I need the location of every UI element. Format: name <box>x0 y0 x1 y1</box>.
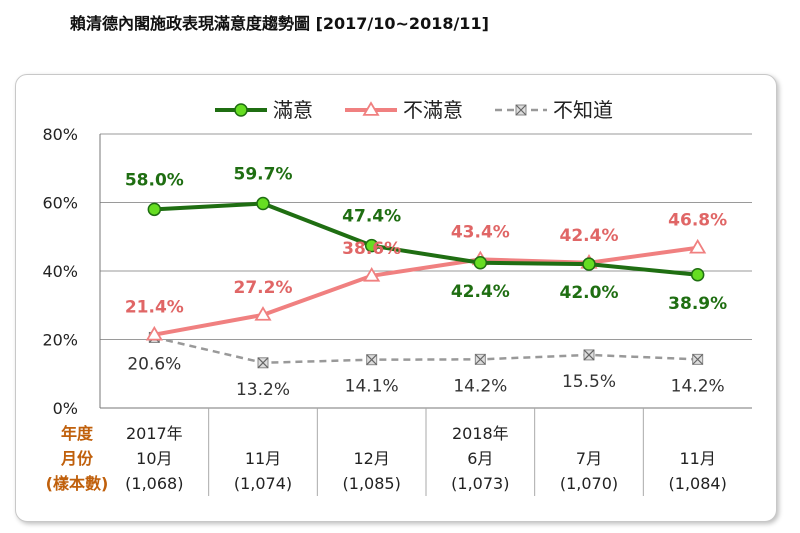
data-label: 42.4% <box>560 226 619 246</box>
x-tick-label: (1,084) <box>669 474 727 493</box>
x-tick-label: 7月 <box>576 449 602 468</box>
data-point-marker-cross <box>515 104 527 116</box>
data-point-marker <box>690 268 705 282</box>
data-point-marker <box>364 238 379 253</box>
data-point-marker <box>254 306 272 321</box>
data-label: 47.4% <box>342 207 401 227</box>
y-tick-label: 20% <box>42 331 78 350</box>
data-label: 27.2% <box>234 278 293 298</box>
x-tick-label: 11月 <box>245 449 281 468</box>
x-tick-label: (1,068) <box>125 474 183 493</box>
x-tick-label: 10月 <box>136 449 172 468</box>
legend: 滿意 不滿意 不知道 <box>215 98 613 122</box>
data-labels: 58.0% 59.7% 47.4% 42.4% 42.0% 38.9% 21.4% 27.2%… <box>125 165 727 400</box>
data-point-marker-cross <box>366 354 378 366</box>
series-group <box>145 196 707 369</box>
legend-label: 不滿意 <box>403 98 463 122</box>
data-label: 13.2% <box>236 380 290 400</box>
x-tick-label: (1,070) <box>560 474 618 493</box>
data-point-marker <box>256 196 270 211</box>
data-point-marker <box>362 101 380 116</box>
gridlines <box>99 133 752 496</box>
x-tick-label: (1,074) <box>234 474 292 493</box>
data-point-marker <box>145 325 163 341</box>
x-axis-ticks: 2017年 10月 (1,068) 11月 (1,074) 12月 (1,085) 2018年… <box>125 424 727 493</box>
y-tick-label: 0% <box>53 399 78 418</box>
data-label: 14.2% <box>671 376 725 396</box>
series-line <box>154 201 698 277</box>
data-label: 58.0% <box>125 170 184 190</box>
data-label: 42.4% <box>451 282 510 302</box>
axis-side-label: (樣本數) <box>46 474 109 493</box>
y-tick-label: 40% <box>42 262 78 281</box>
y-tick-label: 80% <box>42 125 78 144</box>
data-point-marker <box>234 103 248 117</box>
data-point-marker <box>473 256 488 270</box>
data-point-marker <box>147 202 162 217</box>
x-tick-label: 2018年 <box>452 424 509 443</box>
chart-frame <box>15 74 777 522</box>
legend-label: 滿意 <box>273 98 313 122</box>
data-label: 38.6% <box>342 239 401 259</box>
axis-side-label: 月份 <box>60 449 94 468</box>
legend-label: 不知道 <box>553 98 613 122</box>
data-label: 42.0% <box>560 283 619 303</box>
data-label: 14.2% <box>453 376 507 396</box>
data-point-marker-cross <box>692 353 704 365</box>
y-tick-label: 60% <box>42 194 78 213</box>
data-label: 14.1% <box>345 377 399 397</box>
data-point-marker-cross <box>257 357 269 369</box>
x-tick-label: 2017年 <box>126 424 183 443</box>
data-label: 38.9% <box>668 294 727 314</box>
x-tick-label: (1,073) <box>451 474 509 493</box>
x-tick-label: (1,085) <box>343 474 401 493</box>
data-label: 21.4% <box>125 298 184 318</box>
data-point-marker <box>689 238 707 254</box>
data-label: 15.5% <box>562 372 616 392</box>
data-label: 59.7% <box>234 165 293 185</box>
data-point-marker <box>582 257 596 271</box>
data-point-marker-cross <box>583 349 595 361</box>
series-line <box>153 245 698 337</box>
x-tick-label: 11月 <box>679 449 715 468</box>
data-label: 43.4% <box>451 222 510 242</box>
data-point-marker <box>363 267 381 282</box>
chart-title: 賴清德內閣施政表現滿意度趨勢圖 [2017/10~2018/11] <box>70 14 489 33</box>
series-line <box>154 336 698 365</box>
x-tick-label: 12月 <box>353 449 389 468</box>
data-label: 46.8% <box>668 211 727 231</box>
data-point-marker-cross <box>474 353 486 365</box>
x-tick-label: 6月 <box>467 449 493 468</box>
axis-side-label: 年度 <box>61 424 94 443</box>
y-axis-ticks: 0% 20% 40% 60% 80% <box>42 125 78 418</box>
data-label: 20.6% <box>127 354 181 374</box>
